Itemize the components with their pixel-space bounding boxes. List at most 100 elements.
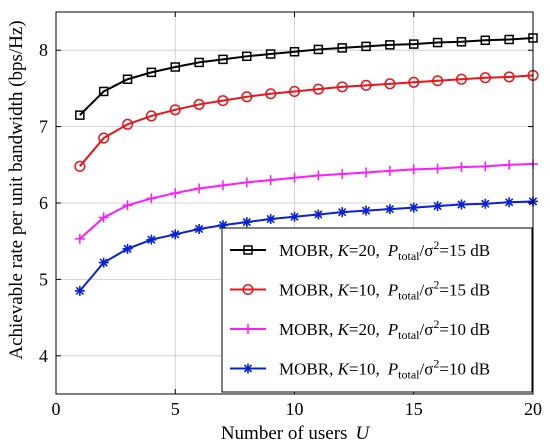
data-point	[360, 79, 372, 91]
data-point	[409, 39, 419, 49]
y-tick-label: 7	[39, 117, 48, 137]
x-tick-label: 5	[171, 399, 180, 419]
data-point	[432, 37, 443, 48]
data-point	[361, 167, 372, 178]
data-point	[504, 159, 515, 170]
data-point	[217, 180, 228, 191]
x-axis-label-main: Number of users	[221, 423, 348, 444]
data-point	[194, 223, 205, 234]
data-point	[408, 76, 420, 88]
series-line	[79, 74, 534, 167]
y-tick-label: 5	[39, 269, 48, 289]
legend-label: MOBR, K=20, Ptotal/σ2=10 dB	[279, 317, 490, 342]
x-tick-label: 20	[524, 399, 542, 419]
x-tick-label: 10	[286, 399, 304, 419]
x-tick-label: 0	[52, 399, 61, 419]
tick-labels: 0 5 10 15 20 4 5 6 7 8	[39, 40, 542, 419]
data-point	[503, 71, 515, 83]
data-point	[194, 57, 204, 68]
data-point	[98, 212, 109, 223]
data-point	[241, 177, 252, 188]
data-point	[289, 172, 300, 183]
data-point	[193, 98, 205, 110]
data-point	[170, 229, 181, 240]
data-point	[265, 88, 277, 100]
series-4	[74, 196, 538, 296]
data-point	[313, 209, 324, 220]
data-point	[98, 257, 109, 268]
data-point	[122, 200, 133, 211]
data-point	[408, 202, 419, 213]
data-point	[432, 75, 444, 87]
y-axis-label: Achievable rate per unit bandwidth (bps/…	[6, 20, 27, 359]
data-point	[384, 78, 396, 90]
data-point	[170, 62, 180, 72]
data-point	[480, 161, 491, 172]
legend-entry-1: MOBR, K=20, Ptotal/σ2=15 dB	[230, 238, 490, 263]
series-1	[75, 33, 538, 120]
data-point	[217, 95, 229, 107]
legend-label: MOBR, K=10, Ptotal/σ2=10 dB	[279, 357, 490, 382]
data-point	[98, 132, 110, 144]
data-point	[218, 54, 228, 65]
data-point	[408, 164, 419, 175]
data-point	[217, 220, 228, 231]
data-point	[337, 43, 347, 53]
series-layer	[74, 33, 539, 296]
data-point	[312, 83, 324, 95]
data-point	[385, 40, 395, 50]
data-point	[432, 163, 443, 174]
legend-label: MOBR, K=20, Ptotal/σ2=15 dB	[279, 238, 490, 263]
legend-marker	[243, 324, 253, 334]
legend-label: MOBR, K=10, Ptotal/σ2=15 dB	[279, 278, 490, 303]
data-point	[146, 193, 157, 204]
data-point	[313, 44, 324, 55]
x-axis-label-variable: U	[355, 423, 370, 444]
data-point	[313, 170, 324, 181]
data-point	[265, 175, 276, 186]
data-point	[145, 110, 157, 122]
data-point	[456, 37, 467, 47]
legend-entry-2: MOBR, K=10, Ptotal/σ2=15 dB	[230, 278, 490, 303]
data-point	[146, 67, 157, 78]
legend-box	[221, 227, 533, 393]
data-point	[361, 205, 372, 216]
data-point	[241, 217, 252, 228]
y-tick-label: 4	[39, 346, 48, 366]
data-point	[265, 49, 276, 59]
data-point	[384, 204, 395, 215]
data-point	[480, 35, 491, 46]
data-point	[432, 201, 443, 212]
x-tick-label: 15	[405, 399, 423, 419]
data-point	[337, 168, 348, 179]
data-point	[75, 110, 85, 120]
series-3	[74, 159, 538, 244]
data-point	[74, 285, 85, 296]
data-point	[241, 91, 253, 103]
legend-entry-4: MOBR, K=10, Ptotal/σ2=10 dB	[230, 357, 490, 382]
data-point	[288, 85, 301, 98]
data-point	[479, 72, 491, 84]
data-point	[98, 86, 109, 97]
data-point	[480, 198, 491, 209]
legend-marker	[243, 363, 253, 374]
legend-entry-3: MOBR, K=20, Ptotal/σ2=10 dB	[230, 317, 490, 342]
data-point	[455, 73, 468, 85]
x-axis-label: Number of users U	[221, 423, 371, 444]
data-point	[74, 233, 85, 244]
y-tick-label: 6	[39, 193, 48, 213]
data-point	[170, 188, 181, 199]
legend-marker	[243, 245, 253, 255]
data-point	[337, 207, 348, 218]
data-point	[504, 197, 515, 208]
data-point	[122, 74, 133, 84]
data-point	[74, 160, 86, 172]
legend-marker	[242, 283, 254, 296]
data-point	[456, 162, 467, 173]
data-point	[122, 243, 133, 254]
data-point	[504, 34, 514, 45]
data-point	[169, 104, 181, 116]
data-point	[289, 211, 300, 222]
data-point	[384, 165, 395, 176]
